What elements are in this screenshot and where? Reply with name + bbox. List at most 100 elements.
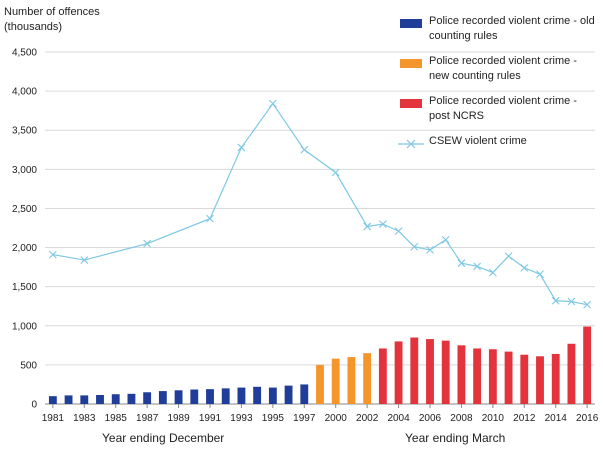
csew-point <box>441 235 450 244</box>
x-group-label-march: Year ending March <box>405 431 506 445</box>
legend-swatch-post-ncrs <box>400 99 422 108</box>
bar <box>284 385 293 404</box>
csew-point <box>378 220 387 228</box>
y-tick-label: 4,000 <box>12 87 37 98</box>
csew-point <box>48 250 57 259</box>
bar <box>80 395 89 404</box>
y-tick-label: 1,000 <box>12 321 37 332</box>
gridlines <box>45 51 595 405</box>
legend-swatch-csew <box>398 139 424 149</box>
csew-point <box>473 262 482 271</box>
bar <box>300 384 309 404</box>
x-tick-label: 2010 <box>482 413 505 424</box>
x-tick-label: 2002 <box>356 413 379 424</box>
legend-item-csew: CSEW violent crime <box>398 134 598 174</box>
legend-label: CSEW violent crime <box>429 135 527 147</box>
x-tick-label: 1997 <box>293 413 316 424</box>
legend-item-post-ncrs: Police recorded violent crime - post NCR… <box>398 94 598 134</box>
bar <box>158 391 167 404</box>
bar <box>426 339 434 404</box>
csew-point <box>237 143 246 152</box>
csew-point <box>536 270 544 279</box>
bar <box>378 348 387 404</box>
x-tick-label: 1989 <box>167 413 190 424</box>
y-tick-label: 2,000 <box>12 243 37 254</box>
csew-point <box>504 252 513 261</box>
csew-point <box>394 227 403 236</box>
csew-point <box>520 264 529 272</box>
legend-swatch-new-rules <box>400 59 422 68</box>
x-group-label-december: Year ending December <box>102 431 225 445</box>
bar <box>221 388 230 404</box>
csew-point <box>410 242 419 251</box>
y-tick-label: 1,500 <box>12 282 37 293</box>
csew-point <box>268 99 277 108</box>
bar <box>567 343 576 404</box>
legend-item-old-rules: Police recorded violent crime - old coun… <box>398 14 598 54</box>
bar <box>237 387 246 404</box>
csew-point <box>80 256 89 264</box>
x-tick-label: 1983 <box>73 413 96 424</box>
bar <box>268 387 277 404</box>
csew-point <box>426 246 434 254</box>
legend-label: Police recorded violent crime - post NCR… <box>429 95 577 122</box>
legend: Police recorded violent crime - old coun… <box>398 14 598 174</box>
x-tick-label: 2008 <box>450 413 473 424</box>
bars <box>48 326 592 404</box>
legend-label: Police recorded violent crime - new coun… <box>429 55 577 82</box>
x-tick-label: 1981 <box>42 413 65 424</box>
x-tick-label: 1991 <box>199 413 222 424</box>
bar <box>410 337 419 404</box>
bar <box>457 345 466 404</box>
csew-point <box>363 222 372 231</box>
bar <box>551 353 560 404</box>
x-tick-label: 1985 <box>105 413 128 424</box>
x-tick-label: 2014 <box>545 413 568 424</box>
y-tick-label: 3,500 <box>12 126 37 137</box>
legend-swatch-old-rules <box>400 19 422 28</box>
bar <box>363 353 372 404</box>
bar <box>504 351 513 404</box>
x-tick-label: 1987 <box>136 413 159 424</box>
y-tick-label: 500 <box>20 360 37 371</box>
bar <box>316 364 324 404</box>
bar <box>174 390 183 404</box>
bar <box>48 396 57 404</box>
bar <box>488 349 497 404</box>
csew-point <box>457 259 466 268</box>
bar <box>206 389 214 404</box>
csew-point <box>206 214 214 223</box>
y-tick-label: 4,500 <box>12 48 37 59</box>
y-tick-label: 2,500 <box>12 204 37 215</box>
x-tick-label: 2016 <box>576 413 599 424</box>
bar <box>583 326 592 404</box>
csew-point <box>567 297 576 306</box>
csew-line <box>48 99 592 309</box>
csew-point <box>143 239 152 248</box>
bar <box>111 394 120 404</box>
y-tick-label: 0 <box>31 400 37 411</box>
bar <box>96 395 104 404</box>
bar <box>536 356 544 404</box>
csew-point <box>551 296 560 305</box>
bar <box>253 386 262 404</box>
bar <box>331 358 340 404</box>
x-axis: 1981 1983 1985 1987 1989 1991 1993 1995 1997 2000… <box>42 404 599 424</box>
bar <box>520 354 529 404</box>
legend-item-new-rules: Police recorded violent crime - new coun… <box>398 54 598 94</box>
x-tick-label: 1993 <box>230 413 253 424</box>
bar <box>473 348 482 404</box>
y-axis-label: Number of offences (thousands) <box>4 6 100 33</box>
y-axis-ticks: 0 500 1,000 1,500 2,000 2,500 3,000 3,500 4,000 4… <box>12 48 37 411</box>
y-tick-label: 3,000 <box>12 165 37 176</box>
bar <box>441 340 450 404</box>
bar <box>143 392 152 404</box>
bar <box>347 357 356 404</box>
x-tick-label: 2000 <box>325 413 348 424</box>
bar <box>64 395 73 404</box>
x-tick-label: 2004 <box>387 413 410 424</box>
csew-point <box>488 268 497 277</box>
csew-point <box>331 168 340 177</box>
bar <box>190 389 199 404</box>
